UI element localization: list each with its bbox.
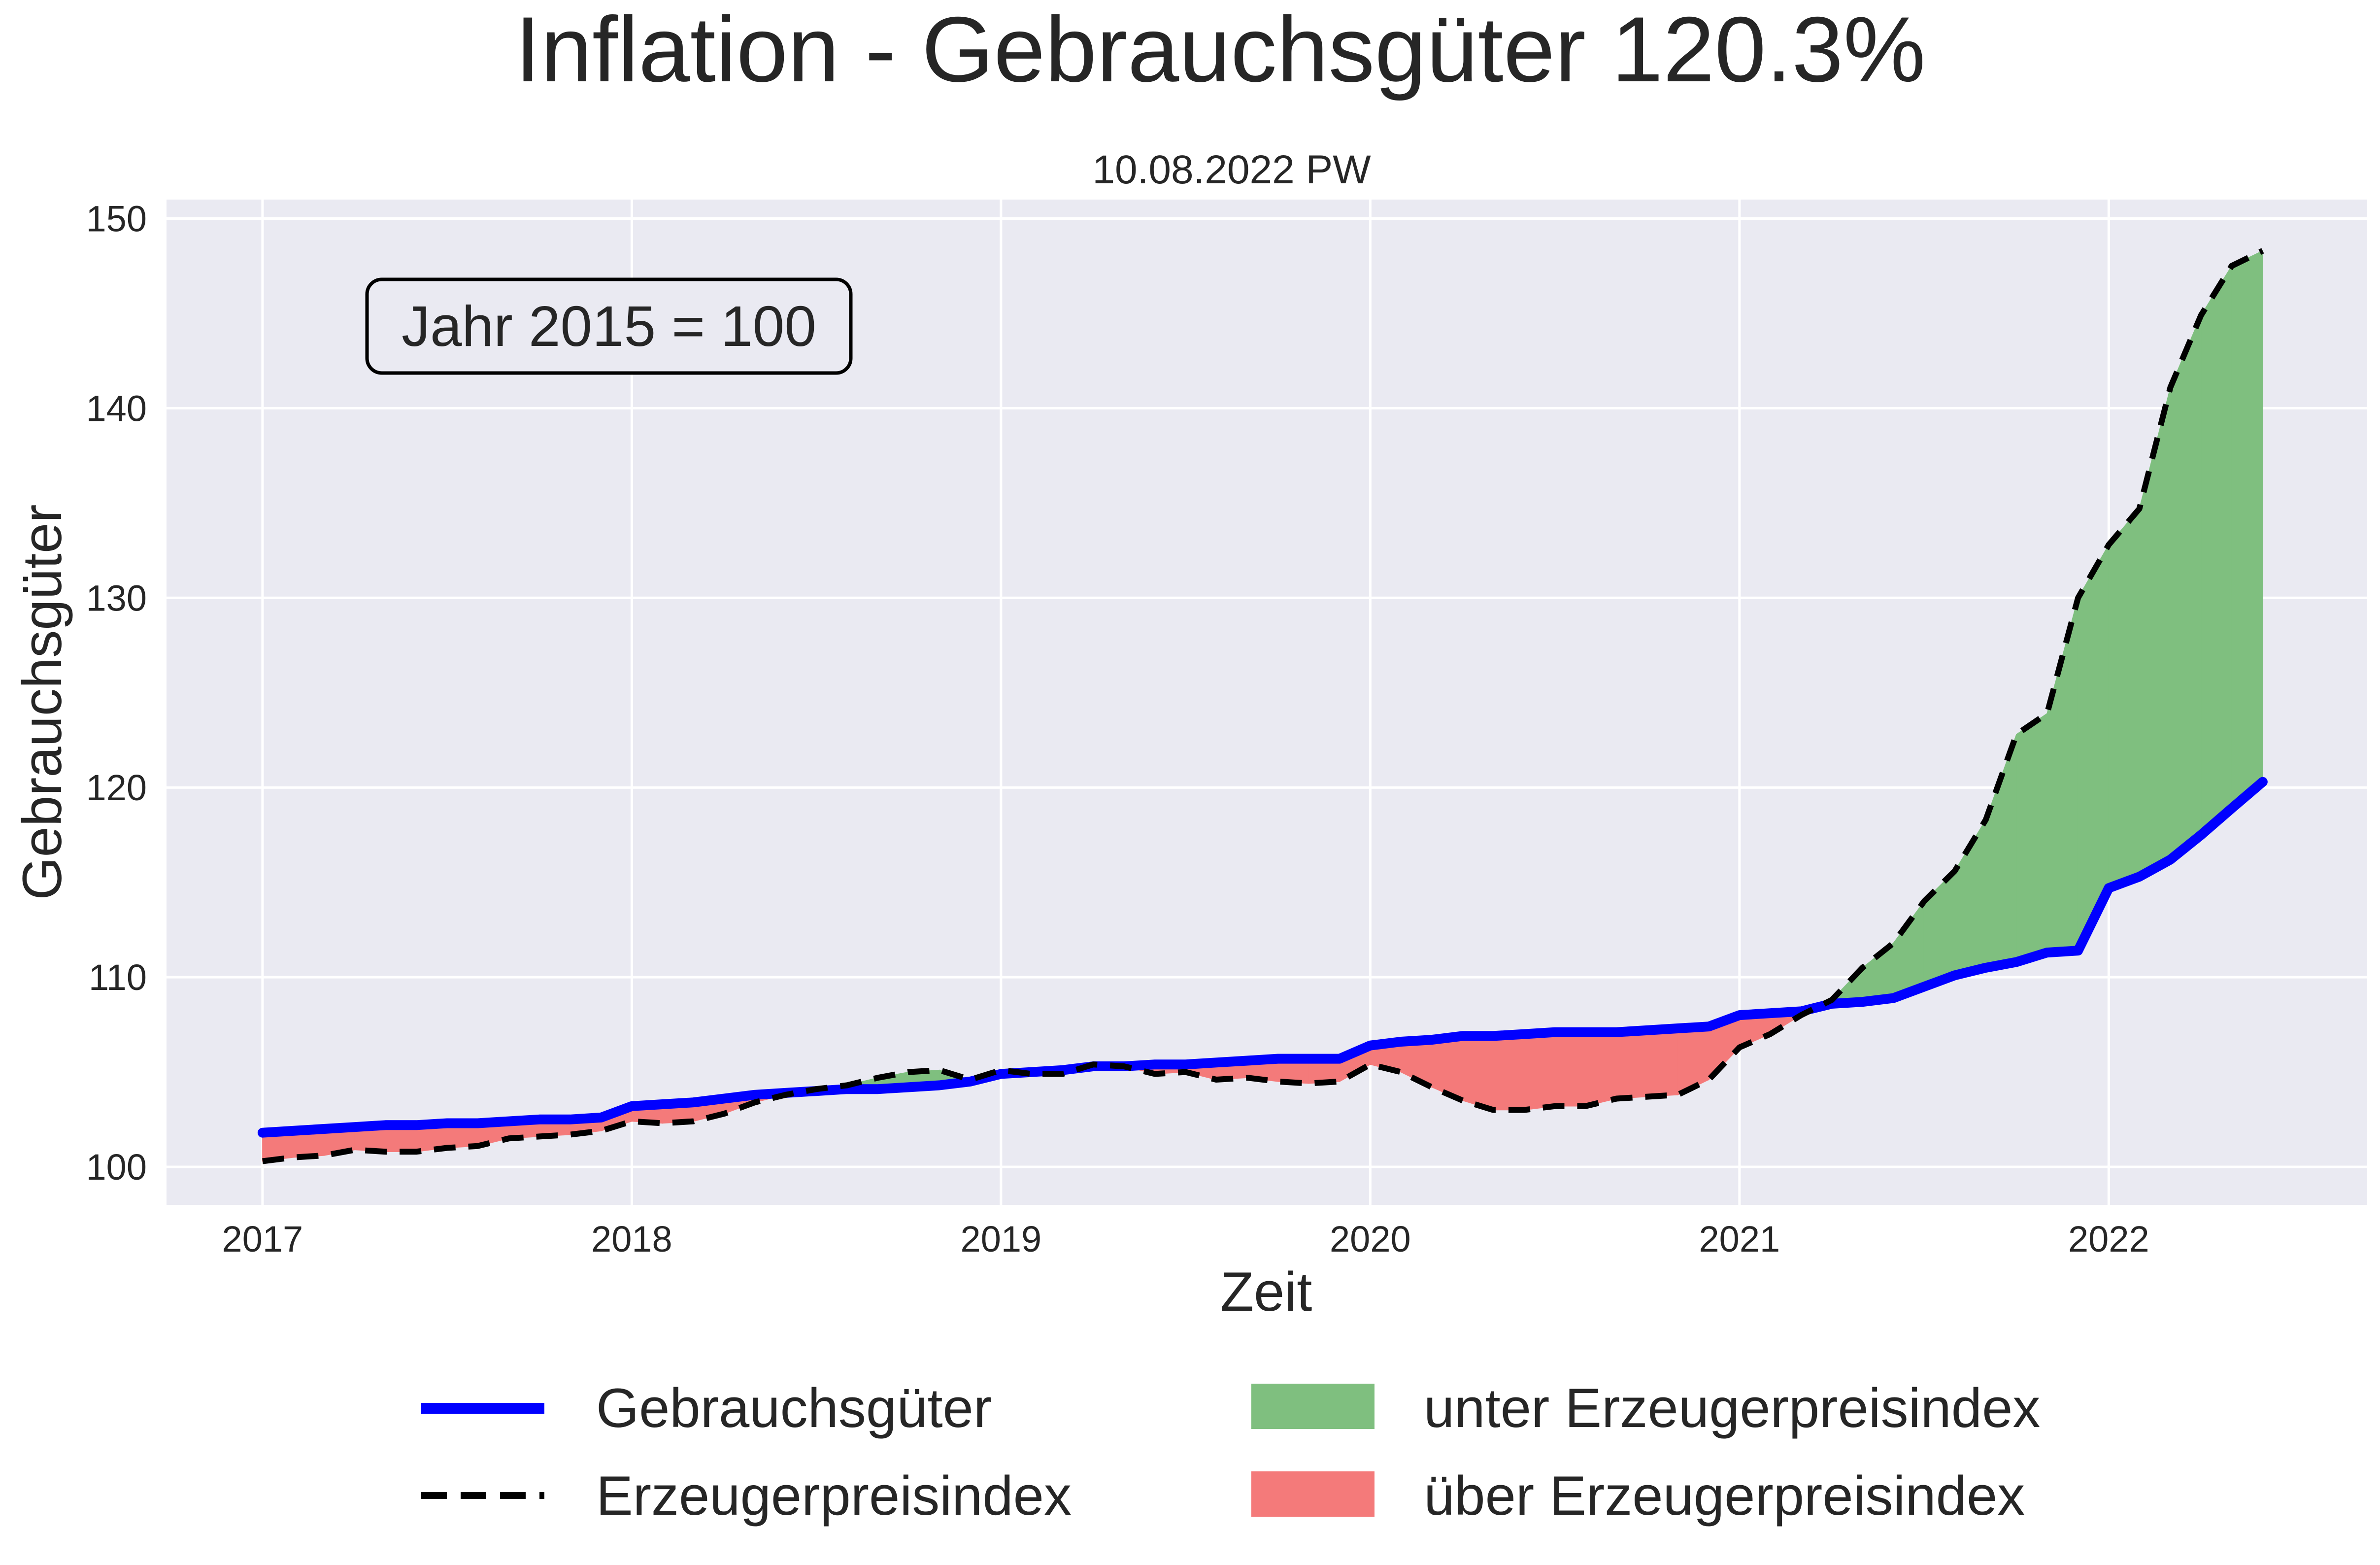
legend-label-unter: unter Erzeugerpreisindex xyxy=(1424,1377,2040,1439)
y-tick-label: 150 xyxy=(86,198,147,239)
x-tick-label: 2021 xyxy=(1699,1219,1780,1259)
x-tick-label: 2017 xyxy=(222,1219,303,1259)
tick-labels: 2017 2018 2019 2020 2021 2022 100 110 120 130 140 1… xyxy=(86,198,2149,1259)
fill-ueber-segment xyxy=(1524,1031,1555,1111)
y-tick-label: 110 xyxy=(89,957,147,998)
y-tick-label: 100 xyxy=(86,1147,147,1188)
x-tick-label: 2019 xyxy=(961,1219,1042,1259)
y-tick-label: 130 xyxy=(86,578,147,618)
x-tick-label: 2022 xyxy=(2068,1219,2149,1259)
fill-ueber-segment xyxy=(1462,1035,1494,1111)
fill-ueber-segment xyxy=(1493,1033,1525,1111)
fill-unter-segment xyxy=(2016,713,2047,963)
legend-label-erzeugerpreisindex: Erzeugerpreisindex xyxy=(596,1465,1072,1527)
series-lines xyxy=(257,248,2268,1164)
legend: Gebrauchsgüter Erzeugerpreisindex unter … xyxy=(421,1377,2040,1527)
annotation-frame xyxy=(365,277,853,375)
legend-label-gebrauchsgueter: Gebrauchsgüter xyxy=(596,1377,992,1439)
chart-subtitle: 10.08.2022 PW xyxy=(1092,147,1371,192)
fill-ueber-segment xyxy=(1554,1031,1586,1107)
legend-swatch-ueber xyxy=(1251,1471,1374,1517)
grid xyxy=(167,200,2367,1205)
legend-swatch-unter xyxy=(1251,1384,1374,1429)
fill-unter-segment xyxy=(2108,508,2140,889)
x-tick-label: 2020 xyxy=(1330,1219,1411,1259)
fill-ueber-segment xyxy=(1585,1031,1617,1107)
x-tick-label: 2018 xyxy=(591,1219,672,1259)
y-axis-label: Gebrauchsgüter xyxy=(11,504,73,900)
y-tick-label: 120 xyxy=(86,767,147,808)
series-line-erzeugerpreisindex xyxy=(262,248,2264,1164)
series-line-gebrauchsgueter xyxy=(257,777,2268,1138)
annotation-text: Jahr 2015 = 100 xyxy=(402,294,816,358)
fill-unter-segment xyxy=(2200,265,2232,836)
legend-label-ueber: über Erzeugerpreisindex xyxy=(1424,1465,2025,1527)
fill-ueber-segment xyxy=(1646,1028,1678,1097)
annotation-box: Jahr 2015 = 100 xyxy=(365,277,853,375)
x-axis-label: Zeit xyxy=(1220,1261,1312,1323)
chart-title: Inflation - Gebrauchsgüter 120.3% xyxy=(515,0,1926,101)
y-tick-label: 140 xyxy=(86,388,147,429)
fill-ueber-segment xyxy=(1616,1030,1648,1099)
fill-unter-segment xyxy=(2231,250,2263,810)
fill-unter-segment xyxy=(2170,315,2202,861)
